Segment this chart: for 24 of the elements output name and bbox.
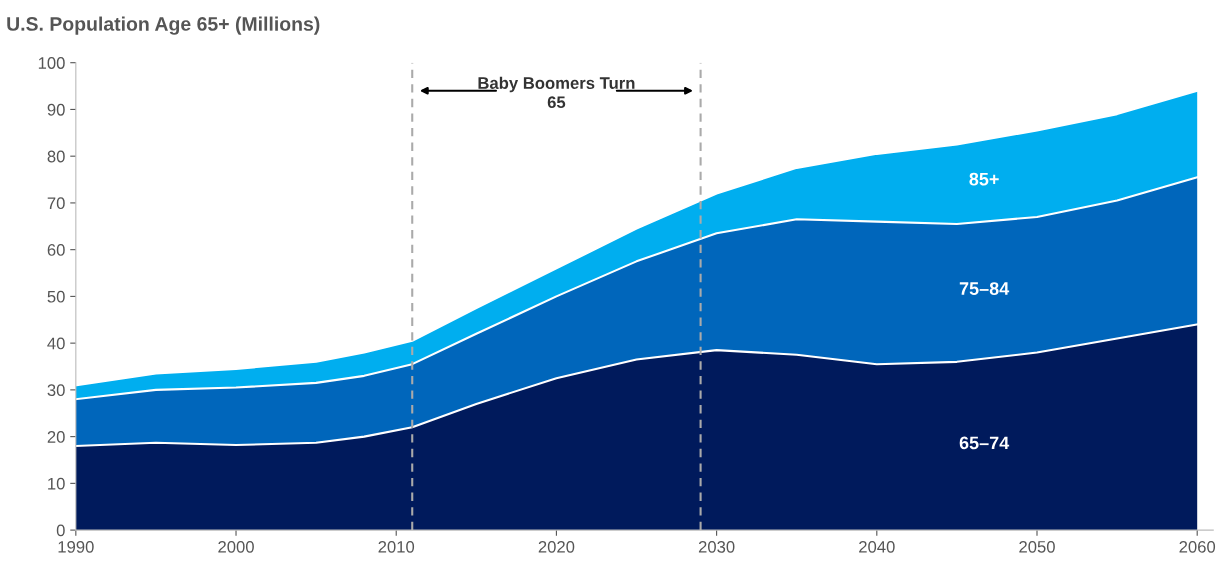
y-tick-label: 10	[48, 477, 65, 490]
x-tick-label: 2020	[538, 540, 575, 553]
y-tick-label: 50	[47, 290, 65, 303]
x-tick-label: 1990	[58, 540, 94, 553]
series-label: 85+	[969, 172, 999, 186]
y-tick-label: 30	[47, 384, 65, 397]
x-tick-label: 2050	[1019, 540, 1055, 553]
y-tick-label: 20	[47, 431, 65, 443]
x-tick-label: 2060	[1179, 540, 1216, 553]
x-tick-label: 2030	[698, 540, 735, 553]
y-tick-label: 70	[47, 197, 65, 210]
x-tick-label: 2010	[378, 540, 415, 553]
series-label: 65–74	[959, 436, 1010, 450]
x-tick-label: 2000	[218, 540, 254, 553]
y-tick-label: 100	[38, 57, 65, 69]
y-tick-label: 90	[47, 103, 65, 116]
y-tick-label: 60	[47, 244, 65, 256]
chart-title: U.S. Population Age 65+ (Millions)	[7, 16, 320, 35]
x-tick-label: 2040	[859, 540, 895, 553]
y-tick-label: 0	[56, 524, 65, 537]
y-tick-label: 80	[47, 150, 65, 163]
annotation: Baby Boomers Turn 65	[478, 76, 635, 109]
y-tick-label: 40	[47, 337, 65, 350]
series-label: 75–84	[959, 282, 1010, 295]
